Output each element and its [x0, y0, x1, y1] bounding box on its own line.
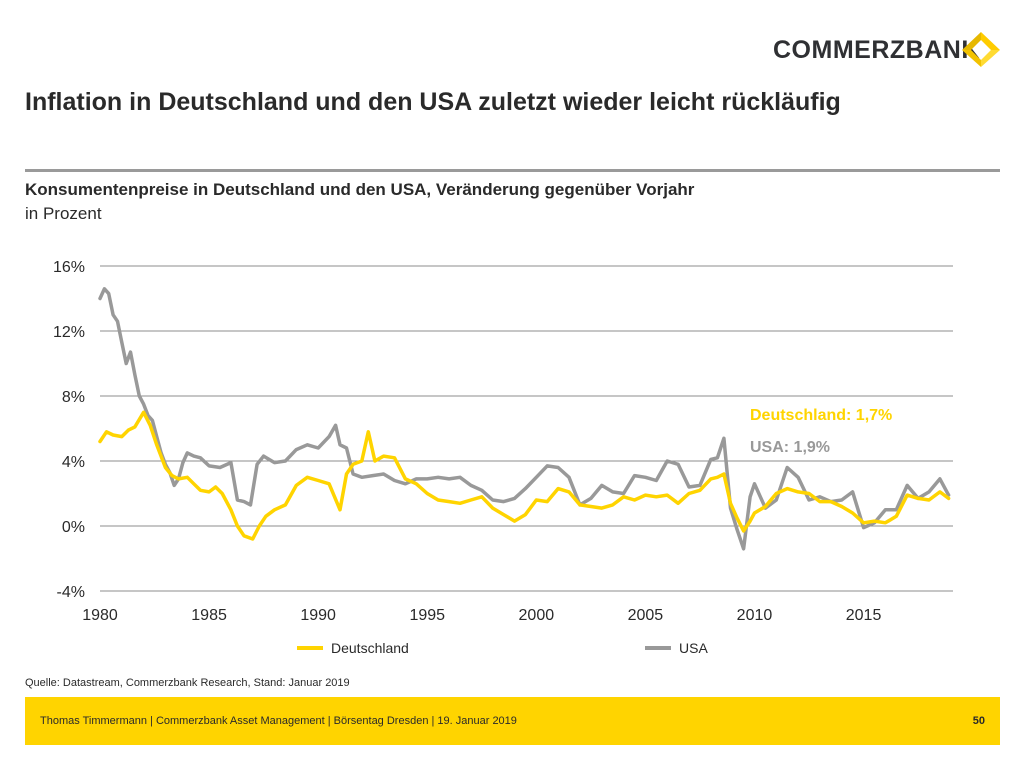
chart-unit-label: in Prozent [25, 204, 102, 223]
chart-gridlines [100, 265, 953, 592]
chart-annotations: Deutschland: 1,7% USA: 1,9% [750, 407, 892, 456]
y-tick-label: 0% [62, 519, 85, 536]
page-title: Inflation in Deutschland und den USA zul… [25, 88, 841, 116]
x-tick-label: 2015 [846, 607, 882, 624]
chart-series [98, 287, 951, 551]
x-axis-labels: 1980 1985 1990 1995 2000 2005 2010 2015 [82, 607, 881, 624]
series-line-deutschland [98, 410, 951, 541]
footer-bar: Thomas Timmermann | Commerzbank Asset Ma… [25, 697, 1000, 745]
title-divider [25, 169, 1000, 172]
x-tick-label: 1985 [191, 607, 227, 624]
commerzbank-ribbon-icon [962, 32, 1000, 67]
x-tick-label: 2010 [737, 607, 773, 624]
x-tick-label: 2000 [519, 607, 555, 624]
chart-title: Konsumentenpreise in Deutschland und den… [25, 180, 695, 199]
x-tick-label: 1995 [409, 607, 445, 624]
annotation-deutschland: Deutschland: 1,7% [750, 407, 892, 424]
footer-text: Thomas Timmermann | Commerzbank Asset Ma… [40, 715, 517, 727]
brand-wordmark: COMMERZBANK [773, 35, 980, 64]
x-tick-label: 2005 [628, 607, 664, 624]
legend-label-deutschland: Deutschland [331, 640, 409, 656]
annotation-usa: USA: 1,9% [750, 439, 830, 456]
y-tick-label: 16% [53, 259, 85, 276]
y-tick-label: 12% [53, 324, 85, 341]
chart-legend: Deutschland USA [297, 640, 708, 656]
legend-label-usa: USA [679, 640, 708, 656]
y-tick-label: 8% [62, 389, 85, 406]
x-tick-label: 1990 [300, 607, 336, 624]
y-tick-label: 4% [62, 454, 85, 471]
y-axis-labels: -4% 0% 4% 8% 12% 16% [53, 259, 85, 601]
page-number: 50 [972, 715, 985, 727]
brand-logo: COMMERZBANK [773, 28, 980, 72]
source-note: Quelle: Datastream, Commerzbank Research… [25, 677, 350, 689]
x-tick-label: 1980 [82, 607, 118, 624]
y-tick-label: -4% [57, 584, 85, 601]
